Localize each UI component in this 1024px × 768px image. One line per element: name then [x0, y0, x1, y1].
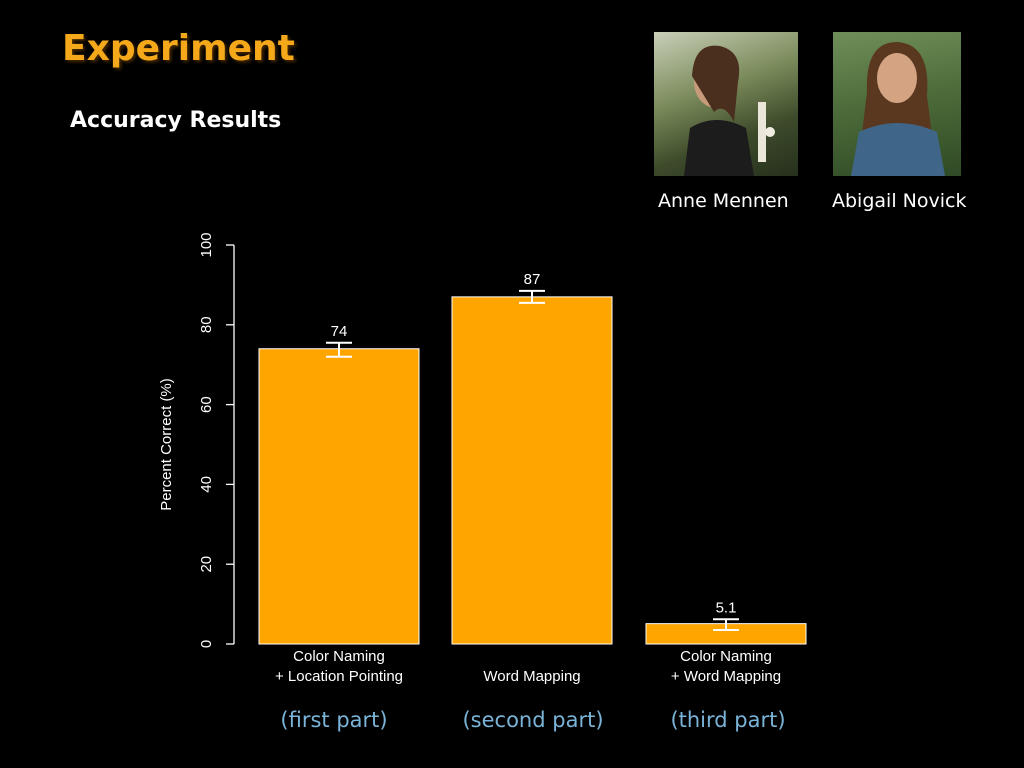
- x-category-label: Word Mapping: [483, 668, 580, 685]
- person-name-anne: Anne Mennen: [658, 190, 789, 212]
- y-tick-label: 40: [198, 476, 215, 493]
- part-label-first: (first part): [280, 708, 388, 732]
- portrait-photo-anne: [654, 32, 798, 176]
- x-category-label: + Word Mapping: [671, 668, 781, 685]
- slide-title: Experiment: [62, 28, 295, 69]
- y-axis-label: Percent Correct (%): [158, 378, 175, 511]
- y-tick-label: 80: [198, 316, 215, 333]
- bar: [258, 348, 420, 645]
- x-category-label: Color Naming: [293, 648, 385, 665]
- person-name-abigail: Abigail Novick: [832, 190, 967, 212]
- y-tick-label: 60: [198, 396, 215, 413]
- bar-value-label: 74: [331, 323, 348, 340]
- slide-subtitle: Accuracy Results: [70, 108, 282, 133]
- x-category-label: + Location Pointing: [275, 668, 403, 685]
- bar: [451, 296, 613, 645]
- y-tick-label: 20: [198, 556, 215, 573]
- y-tick-label: 100: [198, 232, 215, 257]
- portrait-photo-abigail: [833, 32, 961, 176]
- bar-value-label: 5.1: [716, 599, 737, 616]
- bar-value-label: 87: [524, 271, 541, 288]
- part-label-second: (second part): [462, 708, 604, 732]
- part-label-third: (third part): [670, 708, 786, 732]
- y-tick-label: 0: [198, 640, 215, 648]
- x-category-label: Color Naming: [680, 648, 772, 665]
